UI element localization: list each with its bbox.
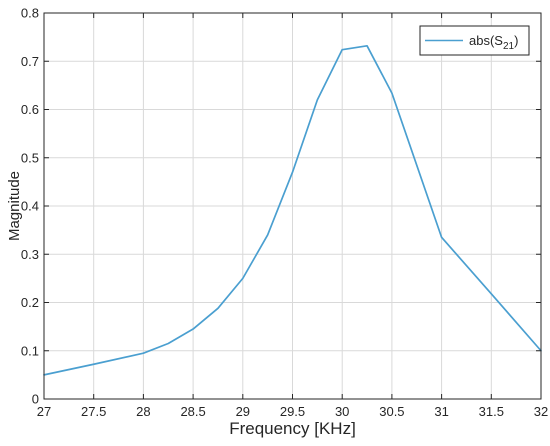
y-tick-label: 0.5: [21, 150, 39, 165]
x-tick-label: 28.5: [180, 404, 205, 419]
y-tick-label: 0.8: [21, 6, 39, 21]
x-tick-label: 29: [236, 404, 250, 419]
ticks: [43, 12, 542, 400]
y-tick-label: 0.7: [21, 54, 39, 69]
x-tick-label: 31: [434, 404, 448, 419]
x-axis-title: Frequency [KHz]: [229, 419, 356, 438]
x-tick-label: 32: [534, 404, 548, 419]
x-tick-label: 28: [136, 404, 150, 419]
legend: abs(S21): [419, 25, 530, 56]
y-tick-label: 0.6: [21, 102, 39, 117]
x-tick-label: 31.5: [479, 404, 504, 419]
legend-label-main: abs(S: [469, 33, 503, 48]
series-layer: [43, 44, 542, 376]
x-tick-label: 30: [335, 404, 349, 419]
x-tick-label: 27.5: [81, 404, 106, 419]
y-tick-label: 0.1: [21, 343, 39, 358]
legend-label-subscript: 21: [503, 41, 515, 52]
y-tick-label: 0.2: [21, 295, 39, 310]
y-tick-label: 0: [32, 392, 39, 407]
x-tick-label: 29.5: [280, 404, 305, 419]
y-tick-label: 0.4: [21, 199, 39, 214]
y-tick-labels: 0 0.1 0.2 0.3 0.4 0.5 0.6 0.7 0.8: [21, 6, 39, 407]
y-axis-title: Magnitude: [6, 171, 23, 241]
legend-series-label: abs(S21): [469, 33, 518, 52]
x-tick-label: 30.5: [379, 404, 404, 419]
y-tick-label: 0.3: [21, 247, 39, 262]
series-line-abs-s21: [43, 44, 542, 376]
legend-label-close: ): [514, 33, 518, 48]
x-tick-label: 27: [37, 404, 51, 419]
grid: [43, 12, 542, 400]
x-tick-labels: 27 27.5 28 28.5 29 29.5 30 30.5 31 31.5 32: [37, 404, 548, 419]
